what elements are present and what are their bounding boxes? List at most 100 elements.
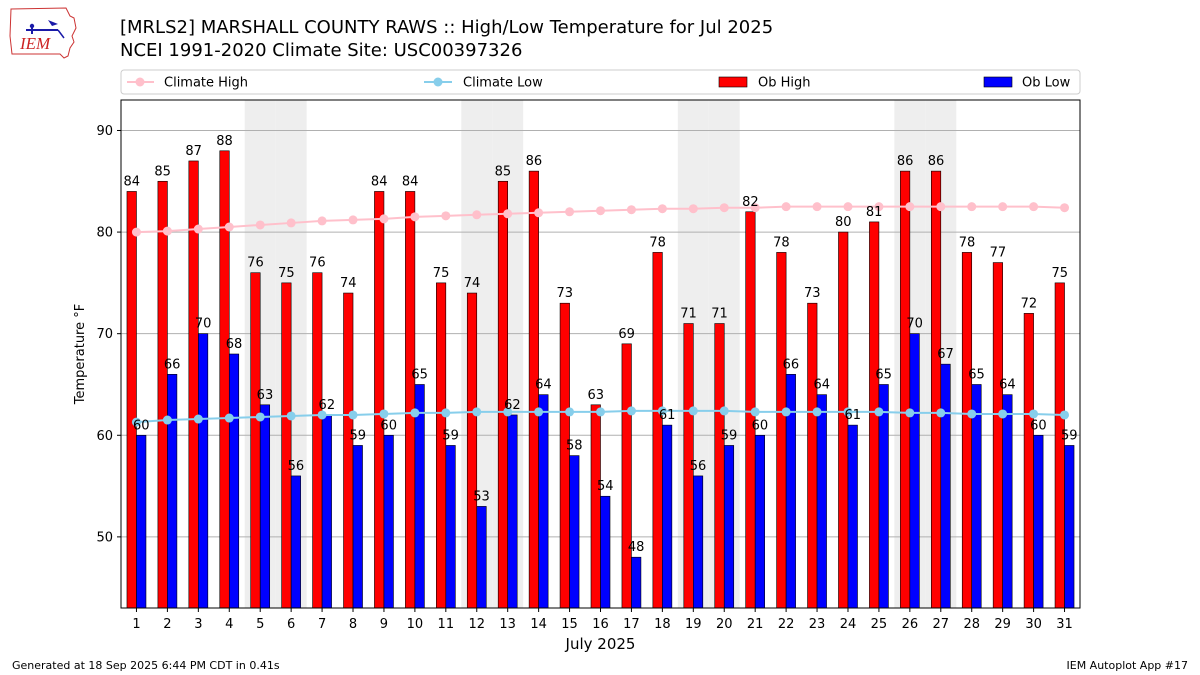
ob-high-bar [621,343,632,609]
ob-high-bar [126,191,137,609]
legend-climate-high-swatch-marker [135,77,145,87]
ob-high-bar [497,180,508,609]
ob-high-label: 78 [773,235,790,250]
climate-high-point [843,202,853,212]
climate-high-point [688,204,698,214]
ob-high-bar [436,282,447,609]
x-tick-label: 28 [963,617,980,632]
ob-low-bar [228,353,240,609]
y-tick-label: 90 [96,124,113,139]
ob-low-label: 61 [844,408,861,423]
ob-high-bar [312,272,323,609]
x-tick-label: 25 [871,617,888,632]
ob-low-label: 59 [1061,428,1078,443]
climate-high-point [162,226,172,236]
ob-high-label: 72 [1021,296,1038,311]
ob-low-bar [662,424,673,609]
ob-high-bar [1023,313,1034,609]
ob-low-bar [600,495,611,609]
ob-low-label: 66 [783,357,800,372]
ob-low-label: 64 [535,378,552,393]
climate-high-point [719,203,729,213]
climate-high-point [1029,202,1039,212]
ob-high-bar [559,302,570,609]
climate-low-point [843,407,853,417]
climate-low-point [193,414,203,424]
legend-ob-high-label: Ob High [758,76,811,91]
ob-low-label: 48 [628,540,645,555]
x-tick-label: 1 [132,617,140,632]
climate-low-point [565,407,575,417]
weather-station-leg [57,29,65,39]
climate-low-point [936,408,946,418]
ob-low-bar [414,384,425,609]
x-tick-label: 8 [349,617,357,632]
climate-high-point [626,205,636,215]
ob-low-bar [259,404,271,609]
climate-low-point [255,412,265,422]
ob-low-bar [1002,394,1013,609]
x-tick-label: 2 [163,617,171,632]
ob-low-label: 62 [504,398,521,413]
climate-high-point [286,218,296,228]
climate-low-point [596,407,605,417]
iem-logo: IEM [8,6,82,64]
ob-high-label: 75 [433,266,450,281]
x-tick-label: 26 [902,617,919,632]
ob-high-bar [930,170,942,609]
ob-low-label: 64 [999,378,1016,393]
ob-low-label: 53 [473,489,490,504]
climate-high-point [781,202,791,212]
ob-low-bar [754,434,765,609]
ob-low-bar [569,455,580,609]
y-tick-label: 50 [96,530,113,545]
climate-high-point [936,202,946,212]
climate-high-point [348,215,358,225]
climate-high-point [1060,203,1070,213]
x-tick-label: 23 [809,617,826,632]
ob-high-label: 69 [618,327,635,342]
ob-high-bar [590,404,601,609]
ob-low-label: 62 [319,398,336,413]
ob-low-label: 60 [752,418,769,433]
legend-ob-low-swatch [983,76,1013,88]
ob-low-label: 56 [690,459,707,474]
x-tick-label: 9 [380,617,388,632]
ob-high-label: 76 [247,256,264,271]
climate-low-point [1029,409,1039,419]
ob-high-label: 80 [835,215,852,230]
ob-high-label: 77 [990,246,1007,261]
climate-low-point [626,406,636,416]
climate-high-point [472,210,482,220]
ob-high-label: 78 [959,235,976,250]
x-tick-label: 5 [256,617,264,632]
x-tick-label: 16 [592,617,609,632]
ob-high-label: 88 [216,134,233,149]
x-tick-label: 3 [194,617,202,632]
ob-low-bar [198,333,209,609]
ob-high-label: 87 [185,144,202,159]
climate-low-point [874,407,884,417]
x-tick-label: 6 [287,617,295,632]
climate-high-point [317,216,327,226]
climate-low-point [472,407,482,417]
x-tick-label: 15 [561,617,578,632]
climate-low-point [348,410,358,420]
ob-high-label: 85 [495,164,512,179]
ob-high-bar [776,252,787,609]
x-tick-label: 21 [747,617,764,632]
climate-high-point [905,202,915,212]
climate-low-point [781,407,791,417]
ob-high-bar [281,282,292,609]
ob-low-bar [167,374,178,609]
ob-high-bar [807,302,818,609]
ob-low-bar [631,556,642,609]
ob-low-bar [816,394,827,609]
ob-low-label: 65 [875,367,892,382]
x-tick-label: 30 [1025,617,1042,632]
ob-high-label: 84 [371,174,388,189]
climate-low-point [317,410,327,420]
ob-high-label: 73 [557,286,574,301]
ob-low-label: 70 [195,317,212,332]
x-tick-label: 31 [1056,617,1073,632]
